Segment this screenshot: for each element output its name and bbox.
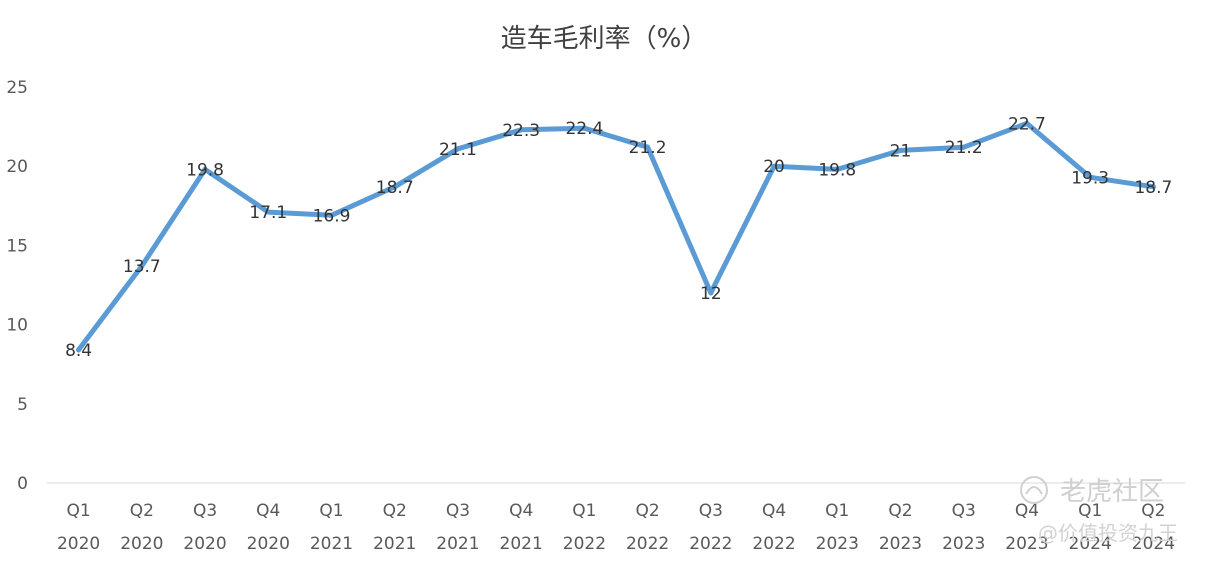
x-tick-label-quarter: Q3: [193, 501, 217, 521]
x-tick-label-year: 2022: [689, 534, 732, 554]
data-label: 21.2: [629, 138, 667, 158]
x-tick-label-quarter: Q1: [572, 501, 596, 521]
x-tick-label-quarter: Q2: [888, 501, 912, 521]
data-label: 17.1: [249, 203, 287, 223]
x-tick-label-year: 2023: [1005, 534, 1048, 554]
data-label: 22.3: [502, 121, 540, 141]
data-label: 13.7: [123, 257, 161, 277]
data-label: 18.7: [1134, 178, 1172, 198]
data-point: [329, 212, 334, 218]
watermark-brand: 老虎社区: [1060, 477, 1164, 507]
data-point: [392, 184, 398, 190]
x-tick-label-quarter: Q3: [446, 501, 470, 521]
x-tick-label-year: 2020: [247, 534, 290, 554]
data-label: 19.8: [818, 160, 856, 180]
x-tick-label-year: 2024: [1069, 534, 1112, 554]
data-point: [834, 166, 840, 172]
data-point: [1024, 120, 1030, 126]
x-tick-label-year: 2023: [879, 534, 922, 554]
data-point: [455, 146, 461, 152]
tiger-logo-icon: [1020, 476, 1048, 504]
x-tick-label-year: 2021: [500, 534, 543, 554]
data-point: [708, 290, 714, 296]
data-label: 12: [700, 284, 722, 304]
series-line: [76, 120, 1156, 353]
x-tick-label-year: 2021: [373, 534, 416, 554]
x-tick-label-quarter: Q1: [825, 501, 849, 521]
watermark-author: @价值投资九王: [1038, 521, 1178, 545]
x-tick-label-quarter: Q1: [319, 501, 343, 521]
x-tick-label-year: 2024: [1132, 534, 1175, 554]
x-tick-label-year: 2023: [816, 534, 859, 554]
data-label: 16.9: [313, 206, 351, 226]
data-label: 22.4: [565, 119, 603, 139]
data-label: 21: [890, 141, 912, 161]
data-point: [76, 347, 82, 353]
x-tick-label-year: 2020: [120, 534, 163, 554]
x-tick-label-year: 2021: [436, 534, 479, 554]
x-tick-label-year: 2021: [310, 534, 353, 554]
data-point: [202, 166, 208, 172]
x-tick-label-quarter: Q4: [1015, 501, 1039, 521]
x-tick-label-year: 2020: [183, 534, 226, 554]
y-axis: 0 5 10 15 20 25: [6, 78, 28, 494]
data-label: 22.7: [1008, 114, 1046, 134]
data-point: [771, 163, 777, 169]
x-tick-label-quarter: Q1: [67, 501, 91, 521]
data-point: [961, 144, 967, 150]
x-tick-label-year: 2020: [57, 534, 100, 554]
x-tick-label-quarter: Q2: [636, 501, 660, 521]
x-tick-label-quarter: Q2: [1141, 501, 1165, 521]
y-tick-label: 5: [17, 395, 28, 415]
x-tick-label-quarter: Q4: [762, 501, 786, 521]
chart-title: 造车毛利率（%）: [501, 24, 708, 54]
y-tick-label: 20: [6, 157, 28, 177]
x-tick-label-year: 2023: [942, 534, 985, 554]
data-point: [139, 263, 145, 269]
y-tick-label: 25: [6, 78, 28, 98]
y-tick-label: 10: [6, 316, 28, 336]
data-label: 18.7: [376, 178, 414, 198]
x-tick-label-quarter: Q1: [1078, 501, 1102, 521]
x-tick-label-year: 2022: [563, 534, 606, 554]
plot-area: [76, 120, 1156, 353]
data-point: [265, 209, 271, 215]
data-point: [518, 127, 524, 133]
x-tick-label-year: 2022: [752, 534, 795, 554]
y-tick-label: 0: [17, 474, 28, 494]
x-tick-label-quarter: Q2: [383, 501, 407, 521]
data-label: 8.4: [65, 341, 92, 361]
data-label: 21.2: [945, 138, 983, 158]
x-tick-label-year: 2022: [626, 534, 669, 554]
data-label: 21.1: [439, 140, 477, 160]
data-label: 20: [763, 157, 785, 177]
data-point: [1150, 184, 1156, 190]
data-labels: 8.4 13.7 19.8 17.1 16.9 18.7 21.1 22.3 22.4 21.2 1…: [65, 114, 1172, 361]
data-point: [898, 147, 903, 153]
data-label: 19.3: [1071, 168, 1109, 188]
data-point: [1087, 174, 1093, 180]
data-point: [581, 125, 587, 131]
x-axis: Q1 2020 Q2 2020 Q3 2020 Q4 2020 Q1 2021 Q2 2021 Q3 20…: [47, 482, 1185, 554]
y-tick-label: 15: [6, 236, 28, 256]
x-tick-label-quarter: Q4: [256, 501, 280, 521]
x-tick-label-quarter: Q3: [699, 501, 723, 521]
watermark: 老虎社区 @价值投资九王: [1020, 476, 1178, 545]
data-label: 19.8: [186, 160, 224, 180]
x-tick-label-quarter: Q2: [130, 501, 154, 521]
x-tick-label-quarter: Q3: [952, 501, 976, 521]
data-point: [645, 144, 651, 150]
x-tick-label-quarter: Q4: [509, 501, 533, 521]
